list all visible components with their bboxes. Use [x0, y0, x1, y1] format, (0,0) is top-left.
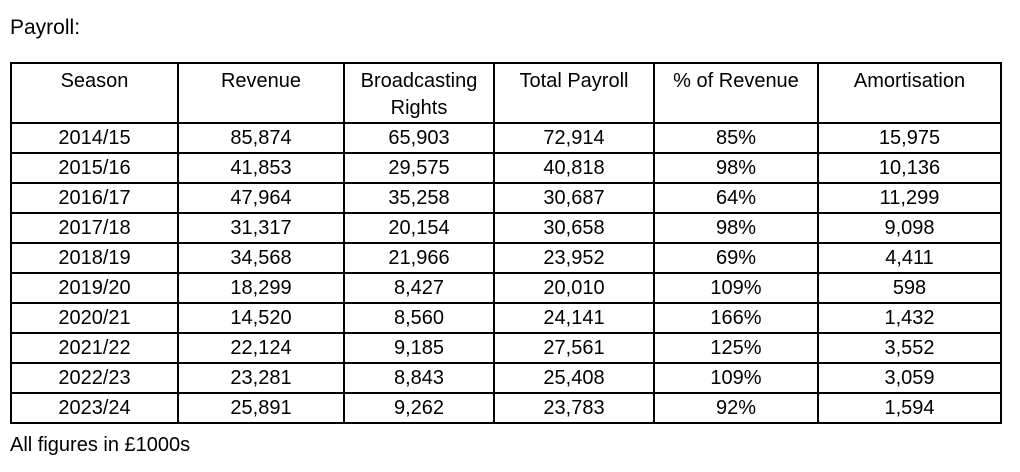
column-header: % of Revenue — [653, 62, 819, 124]
table-cell: 98% — [653, 212, 819, 244]
table-cell: 65,903 — [343, 122, 495, 154]
table-cell: 3,552 — [817, 332, 1002, 364]
table-cell: 27,561 — [493, 332, 655, 364]
table-cell: 41,853 — [177, 152, 345, 184]
table-cell: 40,818 — [493, 152, 655, 184]
table-cell: 30,658 — [493, 212, 655, 244]
column-header: Broadcasting Rights — [343, 62, 495, 124]
table-cell: 69% — [653, 242, 819, 274]
table-cell: 15,975 — [817, 122, 1002, 154]
table-row: 2020/21 14,520 8,560 24,141 166% 1,432 — [10, 302, 1002, 334]
payroll-table-body: 2014/15 85,874 65,903 72,914 85% 15,975 2015/1… — [10, 122, 1002, 424]
table-row: 2015/16 41,853 29,575 40,818 98% 10,136 — [10, 152, 1002, 184]
table-cell: 8,560 — [343, 302, 495, 334]
table-cell: 2021/22 — [10, 332, 179, 364]
table-cell: 23,783 — [493, 392, 655, 424]
table-cell: 14,520 — [177, 302, 345, 334]
table-cell: 24,141 — [493, 302, 655, 334]
table-cell: 20,010 — [493, 272, 655, 304]
table-row: 2017/18 31,317 20,154 30,658 98% 9,098 — [10, 212, 1002, 244]
table-cell: 21,966 — [343, 242, 495, 274]
table-row: 2016/17 47,964 35,258 30,687 64% 11,299 — [10, 182, 1002, 214]
table-cell: 2017/18 — [10, 212, 179, 244]
table-cell: 8,427 — [343, 272, 495, 304]
table-cell: 31,317 — [177, 212, 345, 244]
table-cell: 30,687 — [493, 182, 655, 214]
table-row: 2014/15 85,874 65,903 72,914 85% 15,975 — [10, 122, 1002, 154]
table-cell: 1,432 — [817, 302, 1002, 334]
table-cell: 23,281 — [177, 362, 345, 394]
table-cell: 34,568 — [177, 242, 345, 274]
table-cell: 2018/19 — [10, 242, 179, 274]
table-cell: 18,299 — [177, 272, 345, 304]
table-cell: 35,258 — [343, 182, 495, 214]
table-cell: 2020/21 — [10, 302, 179, 334]
table-cell: 20,154 — [343, 212, 495, 244]
table-cell: 2014/15 — [10, 122, 179, 154]
table-cell: 85,874 — [177, 122, 345, 154]
table-row: 2022/23 23,281 8,843 25,408 109% 3,059 — [10, 362, 1002, 394]
table-row: 2018/19 34,568 21,966 23,952 69% 4,411 — [10, 242, 1002, 274]
table-cell: 10,136 — [817, 152, 1002, 184]
table-cell: 598 — [817, 272, 1002, 304]
table-cell: 9,262 — [343, 392, 495, 424]
table-cell: 125% — [653, 332, 819, 364]
table-cell: 25,408 — [493, 362, 655, 394]
table-cell: 23,952 — [493, 242, 655, 274]
table-row: 2019/20 18,299 8,427 20,010 109% 598 — [10, 272, 1002, 304]
table-cell: 9,185 — [343, 332, 495, 364]
table-cell: 109% — [653, 272, 819, 304]
table-cell: 2023/24 — [10, 392, 179, 424]
table-cell: 8,843 — [343, 362, 495, 394]
payroll-table: Season Revenue Broadcasting Rights Total Pa… — [10, 62, 1002, 424]
payroll-table-header: Season Revenue Broadcasting Rights Total Pa… — [10, 62, 1002, 124]
table-cell: 166% — [653, 302, 819, 334]
table-cell: 1,594 — [817, 392, 1002, 424]
table-cell: 47,964 — [177, 182, 345, 214]
table-cell: 9,098 — [817, 212, 1002, 244]
table-cell: 2016/17 — [10, 182, 179, 214]
column-header: Amortisation — [817, 62, 1002, 124]
table-cell: 22,124 — [177, 332, 345, 364]
table-cell: 25,891 — [177, 392, 345, 424]
table-cell: 64% — [653, 182, 819, 214]
table-cell: 2019/20 — [10, 272, 179, 304]
table-cell: 72,914 — [493, 122, 655, 154]
table-cell: 4,411 — [817, 242, 1002, 274]
table-cell: 11,299 — [817, 182, 1002, 214]
table-cell: 85% — [653, 122, 819, 154]
footnote: All figures in £1000s — [10, 434, 191, 456]
column-header: Total Payroll — [493, 62, 655, 124]
table-row: 2021/22 22,124 9,185 27,561 125% 3,552 — [10, 332, 1002, 364]
column-header: Season — [10, 62, 179, 124]
table-cell: 3,059 — [817, 362, 1002, 394]
table-cell: 2015/16 — [10, 152, 179, 184]
table-cell: 92% — [653, 392, 819, 424]
section-title: Payroll: — [10, 16, 81, 39]
header-row: Season Revenue Broadcasting Rights Total Pa… — [10, 62, 1002, 124]
table-cell: 98% — [653, 152, 819, 184]
table-row: 2023/24 25,891 9,262 23,783 92% 1,594 — [10, 392, 1002, 424]
column-header: Revenue — [177, 62, 345, 124]
table-cell: 2022/23 — [10, 362, 179, 394]
table-cell: 109% — [653, 362, 819, 394]
table-cell: 29,575 — [343, 152, 495, 184]
